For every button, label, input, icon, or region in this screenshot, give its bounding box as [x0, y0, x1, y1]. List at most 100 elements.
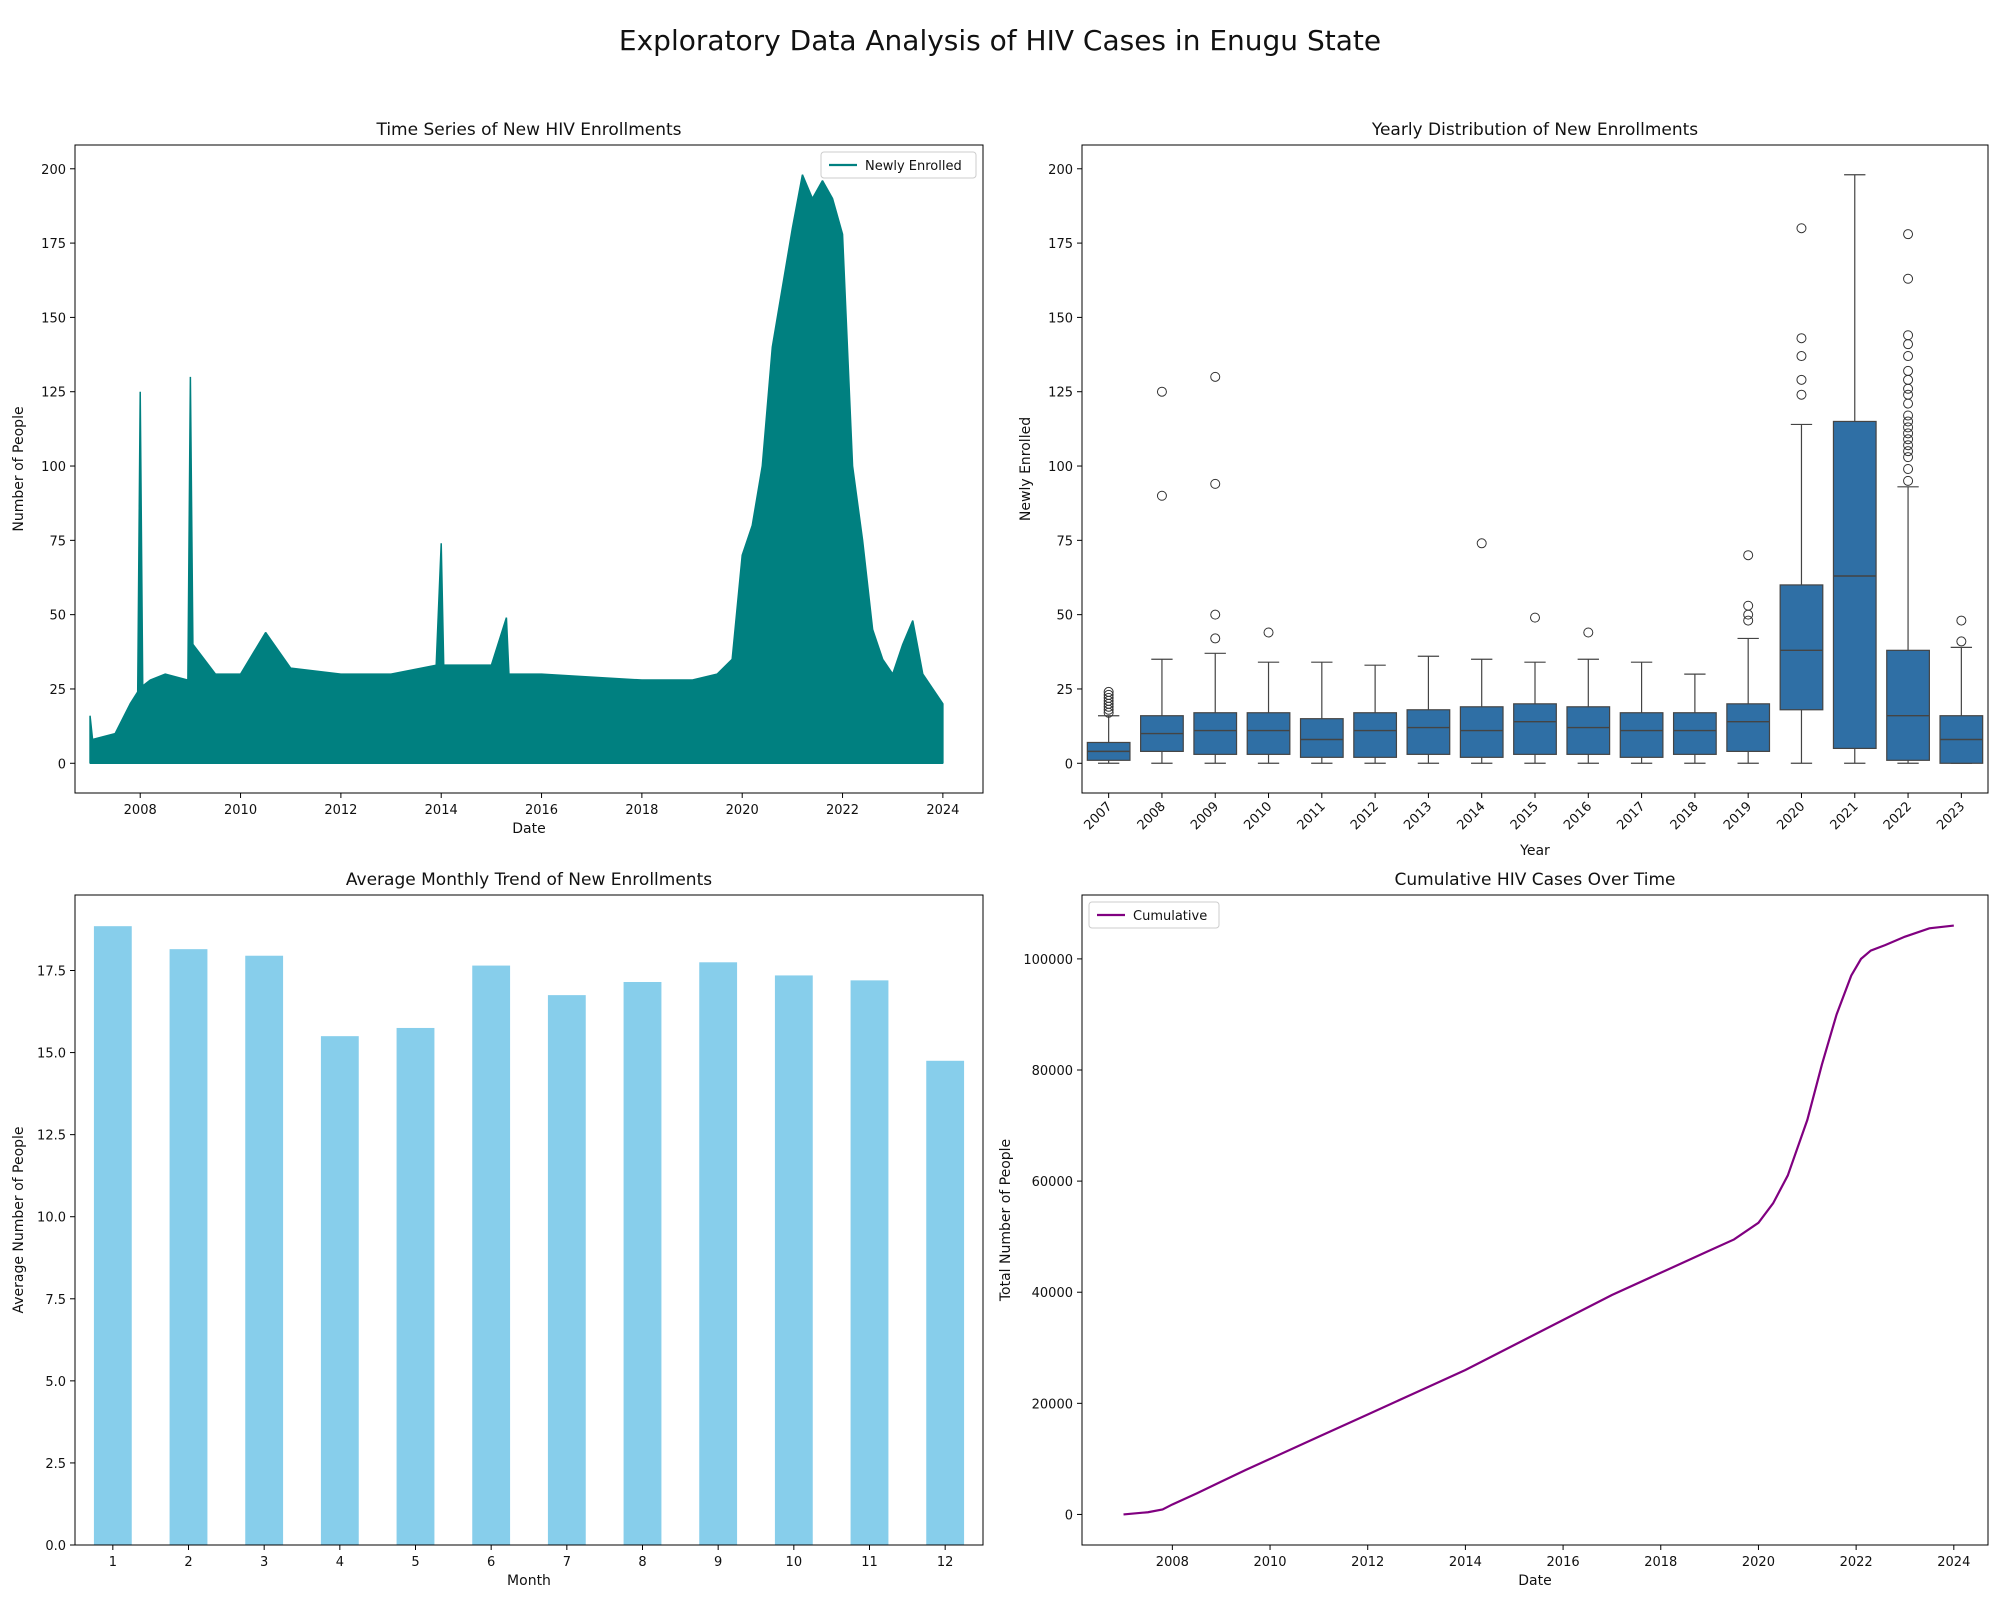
box-outlier: [1903, 383, 1914, 394]
timeseries-ytick-label: 175: [41, 237, 66, 252]
cumulative-frame: [1081, 894, 1989, 1546]
box-outlier: [1796, 374, 1807, 385]
boxplot-xtick-label: 2023: [1934, 799, 1968, 833]
boxplot-title: Yearly Distribution of New Enrollments: [1371, 120, 1698, 140]
box-outlier: [1796, 333, 1807, 344]
box-outlier: [1743, 615, 1754, 626]
timeseries-legend-label: Newly Enrolled: [865, 159, 962, 174]
timeseries-xtick-label: 2014: [425, 803, 458, 818]
timeseries-xtick-label: 2016: [525, 803, 558, 818]
boxplot-xtick-label: 2022: [1881, 799, 1915, 833]
cumulative-xtick-label: 2010: [1253, 1555, 1286, 1570]
timeseries-ylabel: Number of People: [11, 406, 27, 531]
series-newly-enrolled: [89, 174, 944, 765]
cumulative-axes: Cumulative HIV Cases Over Time Date Total …: [998, 870, 1989, 1589]
box-2016: [1566, 706, 1611, 755]
boxplot-xtick-label: 2009: [1188, 799, 1222, 833]
cumulative-ylabel: Total Number of People: [998, 1139, 1014, 1302]
monthly-axes: Average Monthly Trend of New Enrollments…: [11, 870, 984, 1589]
box-outlier: [1743, 550, 1754, 561]
box-2011: [1299, 718, 1344, 758]
boxplot-xtick-label: 2016: [1561, 799, 1595, 833]
boxplot-frame: [1081, 144, 1989, 794]
bar-month-5: [396, 1027, 435, 1545]
monthly-xtick-label: 7: [563, 1555, 571, 1570]
monthly-xtick-label: 3: [260, 1555, 268, 1570]
bar-month-3: [245, 955, 284, 1545]
boxplot-xtick-label: 2014: [1455, 799, 1489, 833]
box-outlier: [1796, 223, 1807, 234]
monthly-ytick-label: 15.0: [37, 1047, 66, 1062]
cumulative-xlabel: Date: [1518, 1573, 1551, 1589]
timeseries-ytick-label: 150: [41, 311, 66, 326]
boxplot-ytick-label: 200: [1048, 163, 1073, 178]
cumulative-ytick-label: 20000: [1032, 1397, 1073, 1412]
box-outlier: [1903, 273, 1914, 284]
monthly-xlabel: Month: [507, 1573, 551, 1589]
box-outlier: [1103, 686, 1114, 697]
box-outlier: [1156, 490, 1167, 501]
monthly-ytick-label: 2.5: [45, 1457, 66, 1472]
cumulative-ytick-label: 80000: [1032, 1064, 1073, 1079]
timeseries-title: Time Series of New HIV Enrollments: [375, 120, 681, 140]
box-2021: [1832, 420, 1877, 750]
monthly-xtick-label: 5: [411, 1555, 419, 1570]
box-2015: [1513, 703, 1557, 755]
cumulative-ytick-label: 60000: [1032, 1175, 1073, 1190]
bar-month-12: [926, 1060, 965, 1545]
cumulative-xtick-label: 2016: [1547, 1555, 1580, 1570]
cumulative-legend: [1088, 901, 1220, 929]
boxplot-xtick-label: 2019: [1721, 799, 1755, 833]
boxplot-ytick-label: 25: [1056, 683, 1073, 698]
timeseries-xtick-label: 2024: [926, 803, 959, 818]
box-outlier: [1796, 351, 1807, 362]
box-2018: [1672, 712, 1717, 755]
boxplot-xtick-label: 2013: [1401, 799, 1435, 833]
cumulative-xtick-label: 2020: [1742, 1555, 1775, 1570]
timeseries-xtick-label: 2010: [224, 803, 257, 818]
timeseries-frame: [74, 144, 984, 794]
monthly-xtick-label: 9: [714, 1555, 722, 1570]
figure-title: Exploratory Data Analysis of HIV Cases i…: [618, 24, 1382, 57]
box-outlier: [1903, 339, 1914, 350]
box-2013: [1406, 709, 1451, 755]
box-outlier: [1903, 464, 1914, 474]
box-2017: [1619, 712, 1664, 758]
boxplot-ylabel: Newly Enrolled: [1018, 417, 1034, 521]
box-outlier: [1903, 389, 1914, 400]
cumulative-xtick-label: 2014: [1449, 1555, 1482, 1570]
box-2019: [1726, 703, 1771, 752]
monthly-xtick-label: 4: [336, 1555, 344, 1570]
box-outlier: [1476, 538, 1487, 549]
box-outlier: [1263, 627, 1274, 638]
box-outlier: [1903, 365, 1914, 376]
boxplot-xtick-label: 2021: [1828, 799, 1862, 833]
timeseries-ytick-label: 25: [49, 683, 66, 698]
boxplot-ytick-label: 125: [1048, 386, 1073, 401]
monthly-ytick-label: 10.0: [37, 1211, 66, 1226]
boxplot-xtick-label: 2015: [1508, 799, 1542, 833]
box-outlier: [1156, 386, 1167, 397]
timeseries-xtick-label: 2018: [625, 803, 658, 818]
box-outlier: [1903, 330, 1914, 341]
box-outlier: [1903, 351, 1914, 362]
cumulative-ytick-label: 0: [1065, 1508, 1073, 1523]
bar-month-10: [774, 975, 813, 1545]
box-outlier: [1210, 633, 1221, 644]
cumulative-xtick-label: 2024: [1937, 1555, 1970, 1570]
boxplot-ytick-label: 50: [1056, 609, 1073, 624]
timeseries-legend: [820, 151, 977, 179]
box-2020: [1779, 584, 1824, 711]
boxplot-xtick-label: 2017: [1614, 799, 1648, 833]
boxplot-xlabel: Year: [1519, 843, 1550, 859]
box-outlier: [1903, 452, 1914, 463]
timeseries-ytick-label: 200: [41, 163, 66, 178]
timeseries-ytick-label: 100: [41, 460, 66, 475]
boxplot-ytick-label: 150: [1048, 311, 1073, 326]
box-outlier: [1103, 689, 1114, 700]
box-outlier: [1903, 440, 1914, 451]
timeseries-ytick-label: 75: [49, 534, 66, 549]
timeseries-xtick-label: 2020: [726, 803, 759, 818]
cumulative-legend-label: Cumulative: [1133, 909, 1207, 924]
